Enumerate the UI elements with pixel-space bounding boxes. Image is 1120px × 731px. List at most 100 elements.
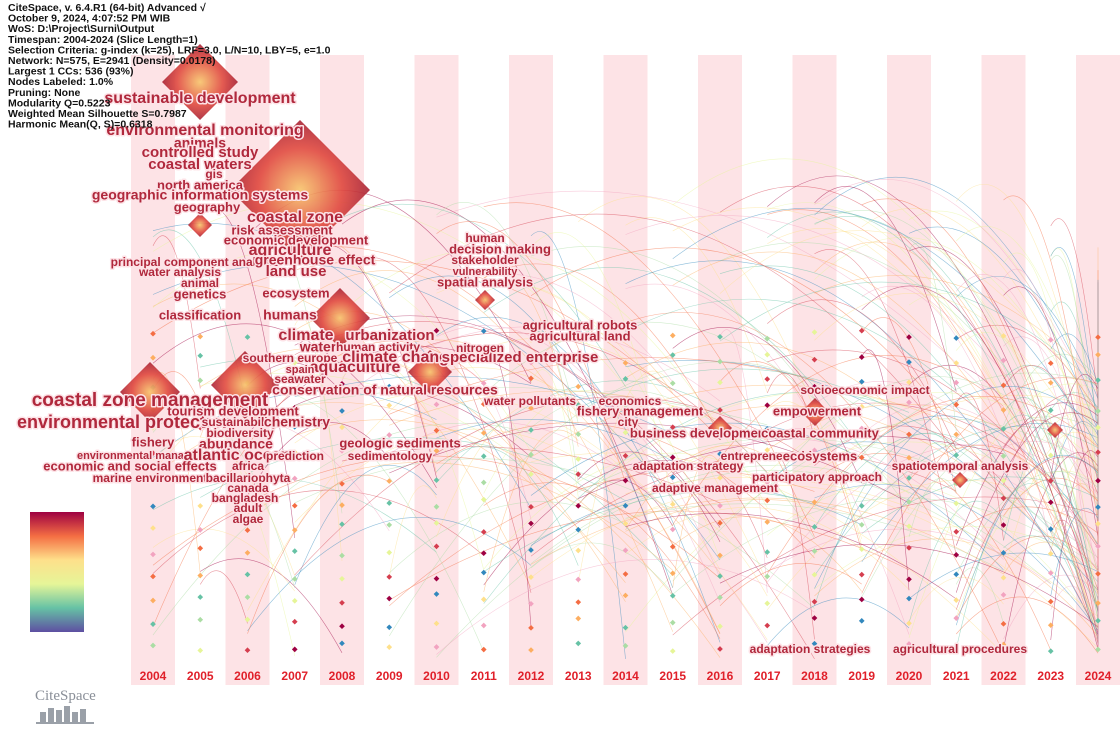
node — [859, 503, 865, 509]
year-stripe — [604, 55, 648, 685]
keyword-label: spatial analysis — [437, 274, 533, 289]
color-legend — [30, 512, 84, 632]
node — [292, 548, 298, 554]
node — [197, 503, 203, 509]
node — [197, 378, 203, 384]
node — [670, 333, 676, 339]
year-label: 2019 — [848, 669, 875, 683]
year-label: 2014 — [612, 669, 639, 683]
node — [670, 380, 676, 386]
node — [292, 619, 298, 625]
node — [859, 572, 865, 578]
keyword-label: adaptation strategies — [750, 642, 871, 656]
node-diamond — [188, 213, 212, 237]
year-label: 2010 — [423, 669, 450, 683]
node — [197, 648, 203, 654]
keyword-label: fishery management — [577, 403, 704, 418]
year-label: 2023 — [1037, 669, 1064, 683]
keyword-label: agricultural procedures — [893, 642, 1027, 656]
page: CiteSpace timezone view body { margin: 0… — [0, 0, 1120, 731]
edge — [248, 517, 532, 631]
node — [575, 577, 581, 583]
node — [575, 503, 581, 509]
year-label: 2021 — [943, 669, 970, 683]
node — [1048, 599, 1054, 605]
node — [764, 376, 770, 382]
node — [953, 452, 959, 458]
year-label: 2013 — [565, 669, 592, 683]
node — [386, 478, 392, 484]
node — [386, 522, 392, 528]
node — [859, 618, 865, 624]
node — [481, 529, 487, 535]
node — [575, 616, 581, 622]
node — [764, 352, 770, 358]
keyword-label: empowerment — [773, 403, 862, 418]
year-label: 2011 — [471, 669, 497, 683]
node — [953, 529, 959, 535]
year-label: 2024 — [1085, 669, 1112, 683]
keyword-label: socioeconomic impact — [800, 383, 929, 397]
node — [859, 522, 865, 528]
node — [386, 624, 392, 630]
node — [670, 620, 676, 626]
node — [575, 641, 581, 647]
keyword-label: sustainable development — [104, 90, 296, 107]
keyword-label: nitrogen — [456, 341, 504, 355]
year-label: 2008 — [329, 669, 356, 683]
node — [197, 353, 203, 359]
node — [197, 527, 203, 533]
node — [386, 644, 392, 650]
keyword-label: business development — [630, 425, 771, 440]
year-label: 2016 — [707, 669, 734, 683]
node — [386, 550, 392, 556]
node — [575, 599, 581, 605]
keyword-label: fishery — [132, 434, 175, 449]
keyword-label: genetics — [174, 286, 227, 301]
year-label: 2007 — [281, 669, 308, 683]
node — [670, 648, 676, 654]
node — [764, 601, 770, 607]
node — [481, 453, 487, 459]
keyword-label: conservation of natural resources — [272, 382, 498, 398]
year-label: 2005 — [187, 669, 214, 683]
keyword-label: algae — [233, 512, 264, 526]
year-label: 2009 — [376, 669, 403, 683]
keyword-label: water pollutants — [483, 394, 576, 408]
keyword-label: coastal community — [761, 425, 880, 440]
node — [292, 598, 298, 604]
keyword-label: adaptive management — [652, 481, 778, 495]
node — [953, 572, 959, 578]
screen: coastal zone managementenvironmental pro… — [0, 0, 1120, 731]
year-label: 2006 — [234, 669, 261, 683]
node — [481, 480, 487, 486]
node — [197, 617, 203, 623]
keyword-label: marine environment — [93, 471, 208, 485]
year-label: 2018 — [801, 669, 828, 683]
keyword-label: prediction — [266, 449, 324, 463]
year-label: 2020 — [896, 669, 923, 683]
year-label: 2015 — [659, 669, 686, 683]
edge — [153, 478, 437, 553]
node — [764, 549, 770, 555]
node — [292, 503, 298, 509]
node — [575, 384, 581, 390]
node — [386, 574, 392, 580]
node — [859, 597, 865, 603]
keyword-label: geography — [174, 199, 241, 214]
year-label: 2022 — [990, 669, 1017, 683]
node — [953, 501, 959, 507]
keyword-label: ecosystems — [783, 448, 857, 463]
node — [764, 623, 770, 629]
keyword-label: spatiotemporal analysis — [892, 459, 1029, 473]
node — [386, 500, 392, 506]
node — [764, 498, 770, 504]
info-line: Harmonic Mean(Q, S)=0.6318 — [8, 119, 153, 131]
node — [481, 623, 487, 629]
node — [859, 354, 865, 360]
keyword-label: adaptation strategy — [633, 459, 744, 473]
logo-icon — [36, 706, 94, 724]
node — [670, 527, 676, 533]
year-stripe — [509, 55, 553, 685]
info-panel: CiteSpace, v. 6.4.R1 (64-bit) Advanced √… — [8, 2, 331, 131]
